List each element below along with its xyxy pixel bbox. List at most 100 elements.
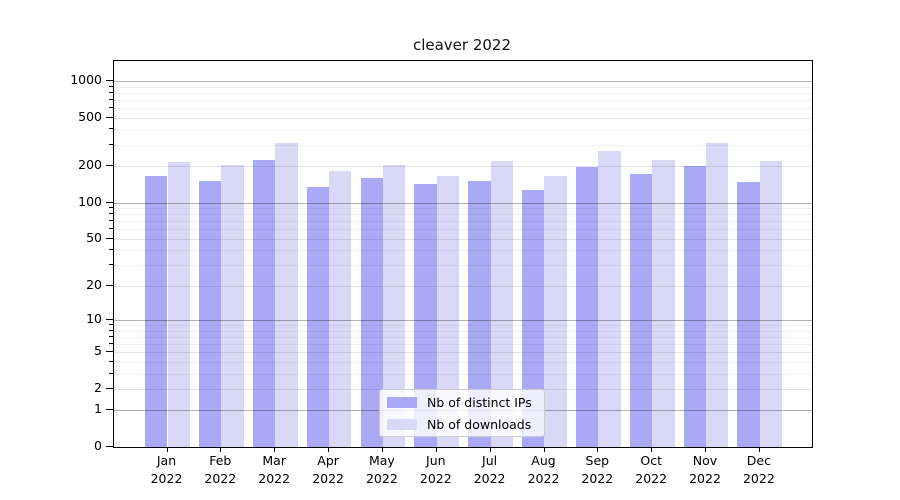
gridline-minor xyxy=(114,238,812,240)
bar-downloads xyxy=(329,171,352,447)
y-tick-mark xyxy=(106,409,113,411)
y-tick-label: 10 xyxy=(86,311,102,326)
y-tick-mark xyxy=(106,201,113,203)
x-tick-label: Feb 2022 xyxy=(204,453,237,486)
bar-distinct-ips xyxy=(737,181,760,447)
x-tick-label: Aug 2022 xyxy=(527,453,560,486)
gridline-minor xyxy=(114,250,812,252)
gridline-minor xyxy=(114,117,812,119)
legend-label-distinct-ips: Nb of distinct IPs xyxy=(427,394,532,410)
x-tick-label: May 2022 xyxy=(365,453,398,486)
gridline-minor xyxy=(114,325,812,326)
bar-downloads xyxy=(167,162,190,447)
bar-downloads xyxy=(221,164,244,447)
bar-downloads xyxy=(759,160,783,447)
bar-distinct-ips xyxy=(198,180,222,447)
y-tick-mark xyxy=(106,351,113,353)
legend-swatch-downloads xyxy=(387,418,417,430)
y-minor-tick-mark xyxy=(109,128,113,130)
bar-downloads xyxy=(598,151,621,447)
legend-swatch-distinct-ips xyxy=(387,396,417,408)
legend-label-downloads: Nb of downloads xyxy=(427,416,532,432)
gridline-minor xyxy=(114,144,812,146)
bar-downloads xyxy=(275,142,298,447)
x-tick-mark xyxy=(274,447,276,452)
y-minor-tick-mark xyxy=(109,98,113,100)
gridline-minor xyxy=(114,92,812,94)
gridline-minor xyxy=(114,229,812,231)
bar-distinct-ips xyxy=(683,165,706,447)
x-tick-label: Oct 2022 xyxy=(635,453,668,486)
gridline-minor xyxy=(114,361,812,363)
gridline-minor xyxy=(114,108,812,109)
gridline-minor xyxy=(114,86,812,88)
y-minor-tick-mark xyxy=(109,360,113,362)
y-minor-tick-mark xyxy=(109,91,113,93)
y-tick-mark xyxy=(106,165,113,166)
gridline-minor xyxy=(114,336,812,338)
y-tick-label: 1000 xyxy=(70,71,102,87)
y-minor-tick-mark xyxy=(109,228,113,230)
gridline-minor xyxy=(114,352,812,354)
y-tick-mark xyxy=(106,319,113,320)
y-tick-label: 100 xyxy=(78,193,102,209)
x-tick-mark xyxy=(381,447,383,452)
gridline-minor xyxy=(114,99,812,101)
y-minor-tick-mark xyxy=(109,264,113,266)
bar-downloads xyxy=(382,165,406,447)
y-tick-label: 50 xyxy=(86,229,102,245)
bar-distinct-ips xyxy=(575,167,599,447)
y-minor-tick-mark xyxy=(109,329,113,331)
y-tick-label: 20 xyxy=(86,276,102,292)
legend-item-distinct-ips: Nb of distinct IPs xyxy=(380,393,544,411)
y-tick-mark xyxy=(106,446,113,447)
plot-area xyxy=(113,60,813,448)
chart-title: cleaver 2022 xyxy=(412,36,512,54)
y-minor-tick-mark xyxy=(109,220,113,222)
gridline-minor xyxy=(114,343,812,345)
gridline-minor xyxy=(114,129,812,131)
x-tick-mark xyxy=(489,447,491,452)
x-tick-mark xyxy=(758,447,760,452)
x-tick-label: Jul 2022 xyxy=(473,453,506,486)
y-tick-mark xyxy=(106,79,113,81)
x-tick-mark xyxy=(651,447,653,452)
y-minor-tick-mark xyxy=(109,85,113,87)
bar-distinct-ips xyxy=(252,159,276,447)
x-tick-label: Jun 2022 xyxy=(419,453,452,486)
y-tick-label: 5 xyxy=(94,343,102,359)
bar-distinct-ips xyxy=(414,184,437,447)
x-tick-label: Sep 2022 xyxy=(581,453,614,486)
y-tick-label: 200 xyxy=(78,157,102,172)
bar-downloads xyxy=(652,159,675,447)
bar-distinct-ips xyxy=(522,190,545,447)
gridline-minor xyxy=(114,214,812,216)
y-minor-tick-mark xyxy=(109,107,113,108)
bar-distinct-ips xyxy=(629,174,653,447)
x-tick-mark xyxy=(543,447,545,452)
gridline-minor xyxy=(114,166,812,167)
bar-downloads xyxy=(436,176,460,447)
y-tick-mark xyxy=(106,284,113,286)
y-minor-tick-mark xyxy=(109,213,113,215)
bar-downloads xyxy=(490,161,513,447)
x-tick-label: Dec 2022 xyxy=(742,453,775,486)
gridline-major xyxy=(114,320,812,321)
y-minor-tick-mark xyxy=(109,335,113,337)
gridline-minor xyxy=(114,285,812,287)
y-tick-mark xyxy=(106,116,113,118)
y-tick-label: 500 xyxy=(78,108,102,124)
y-minor-tick-mark xyxy=(109,207,113,208)
bar-distinct-ips xyxy=(306,187,330,447)
x-tick-mark xyxy=(328,447,330,452)
x-tick-mark xyxy=(597,447,599,452)
gridline-major xyxy=(114,202,812,204)
y-minor-tick-mark xyxy=(109,249,113,251)
bar-distinct-ips xyxy=(468,181,491,447)
gridline-minor xyxy=(114,208,812,209)
y-tick-mark xyxy=(106,237,113,239)
bar-distinct-ips xyxy=(145,176,168,447)
x-tick-label: Nov 2022 xyxy=(689,453,721,486)
x-tick-label: Jan 2022 xyxy=(150,453,183,486)
bar-downloads xyxy=(544,176,567,447)
